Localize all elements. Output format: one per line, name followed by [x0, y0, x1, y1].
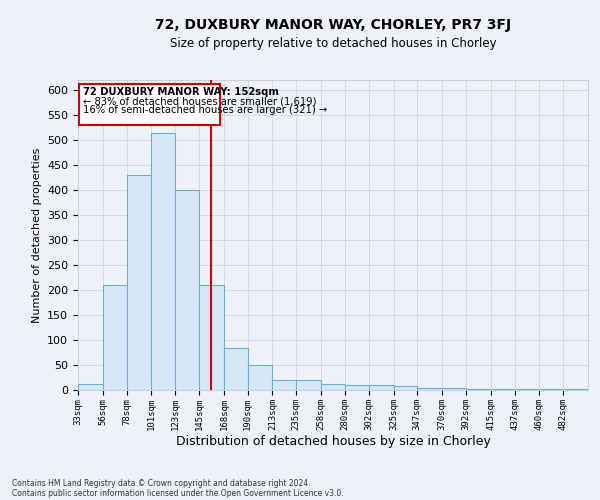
Bar: [321, 384, 345, 390]
Bar: [466, 388, 491, 390]
Text: Contains public sector information licensed under the Open Government Licence v3: Contains public sector information licen…: [12, 488, 344, 498]
Bar: [539, 389, 563, 390]
Text: 72 DUXBURY MANOR WAY: 152sqm: 72 DUXBURY MANOR WAY: 152sqm: [83, 87, 279, 97]
Bar: [515, 389, 539, 390]
X-axis label: Distribution of detached houses by size in Chorley: Distribution of detached houses by size …: [176, 436, 490, 448]
Bar: [368, 385, 394, 390]
Text: Contains HM Land Registry data © Crown copyright and database right 2024.: Contains HM Land Registry data © Crown c…: [12, 478, 311, 488]
Bar: [442, 388, 466, 390]
Text: 16% of semi-detached houses are larger (321) →: 16% of semi-detached houses are larger (…: [83, 105, 328, 115]
Bar: [103, 285, 127, 390]
Bar: [151, 132, 175, 390]
Bar: [248, 365, 272, 390]
Bar: [491, 389, 515, 390]
Bar: [394, 386, 417, 390]
Bar: [78, 384, 103, 390]
Bar: [127, 175, 151, 390]
Y-axis label: Number of detached properties: Number of detached properties: [32, 148, 41, 322]
Text: ← 83% of detached houses are smaller (1,619): ← 83% of detached houses are smaller (1,…: [83, 96, 317, 106]
Bar: [345, 385, 368, 390]
Bar: [563, 389, 588, 390]
Bar: [272, 380, 296, 390]
Bar: [175, 190, 199, 390]
FancyBboxPatch shape: [79, 84, 220, 125]
Bar: [224, 348, 248, 390]
Bar: [296, 380, 321, 390]
Text: Size of property relative to detached houses in Chorley: Size of property relative to detached ho…: [170, 38, 496, 51]
Text: 72, DUXBURY MANOR WAY, CHORLEY, PR7 3FJ: 72, DUXBURY MANOR WAY, CHORLEY, PR7 3FJ: [155, 18, 511, 32]
Bar: [199, 285, 224, 390]
Bar: [417, 388, 442, 390]
